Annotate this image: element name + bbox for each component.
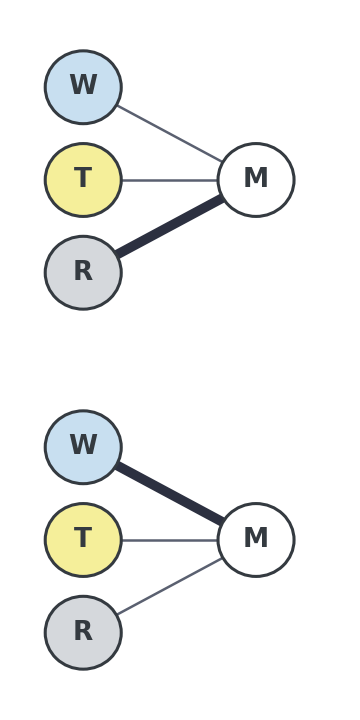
Text: R: R (73, 260, 93, 286)
Ellipse shape (218, 503, 294, 577)
Ellipse shape (45, 411, 121, 484)
Ellipse shape (45, 143, 121, 217)
Ellipse shape (45, 51, 121, 124)
Text: W: W (69, 74, 98, 100)
Ellipse shape (45, 236, 121, 309)
Ellipse shape (45, 596, 121, 669)
Ellipse shape (218, 143, 294, 217)
Text: M: M (243, 167, 269, 193)
Ellipse shape (45, 503, 121, 577)
Text: M: M (243, 527, 269, 553)
Text: T: T (74, 527, 92, 553)
Text: W: W (69, 434, 98, 460)
Text: R: R (73, 620, 93, 646)
Text: T: T (74, 167, 92, 193)
